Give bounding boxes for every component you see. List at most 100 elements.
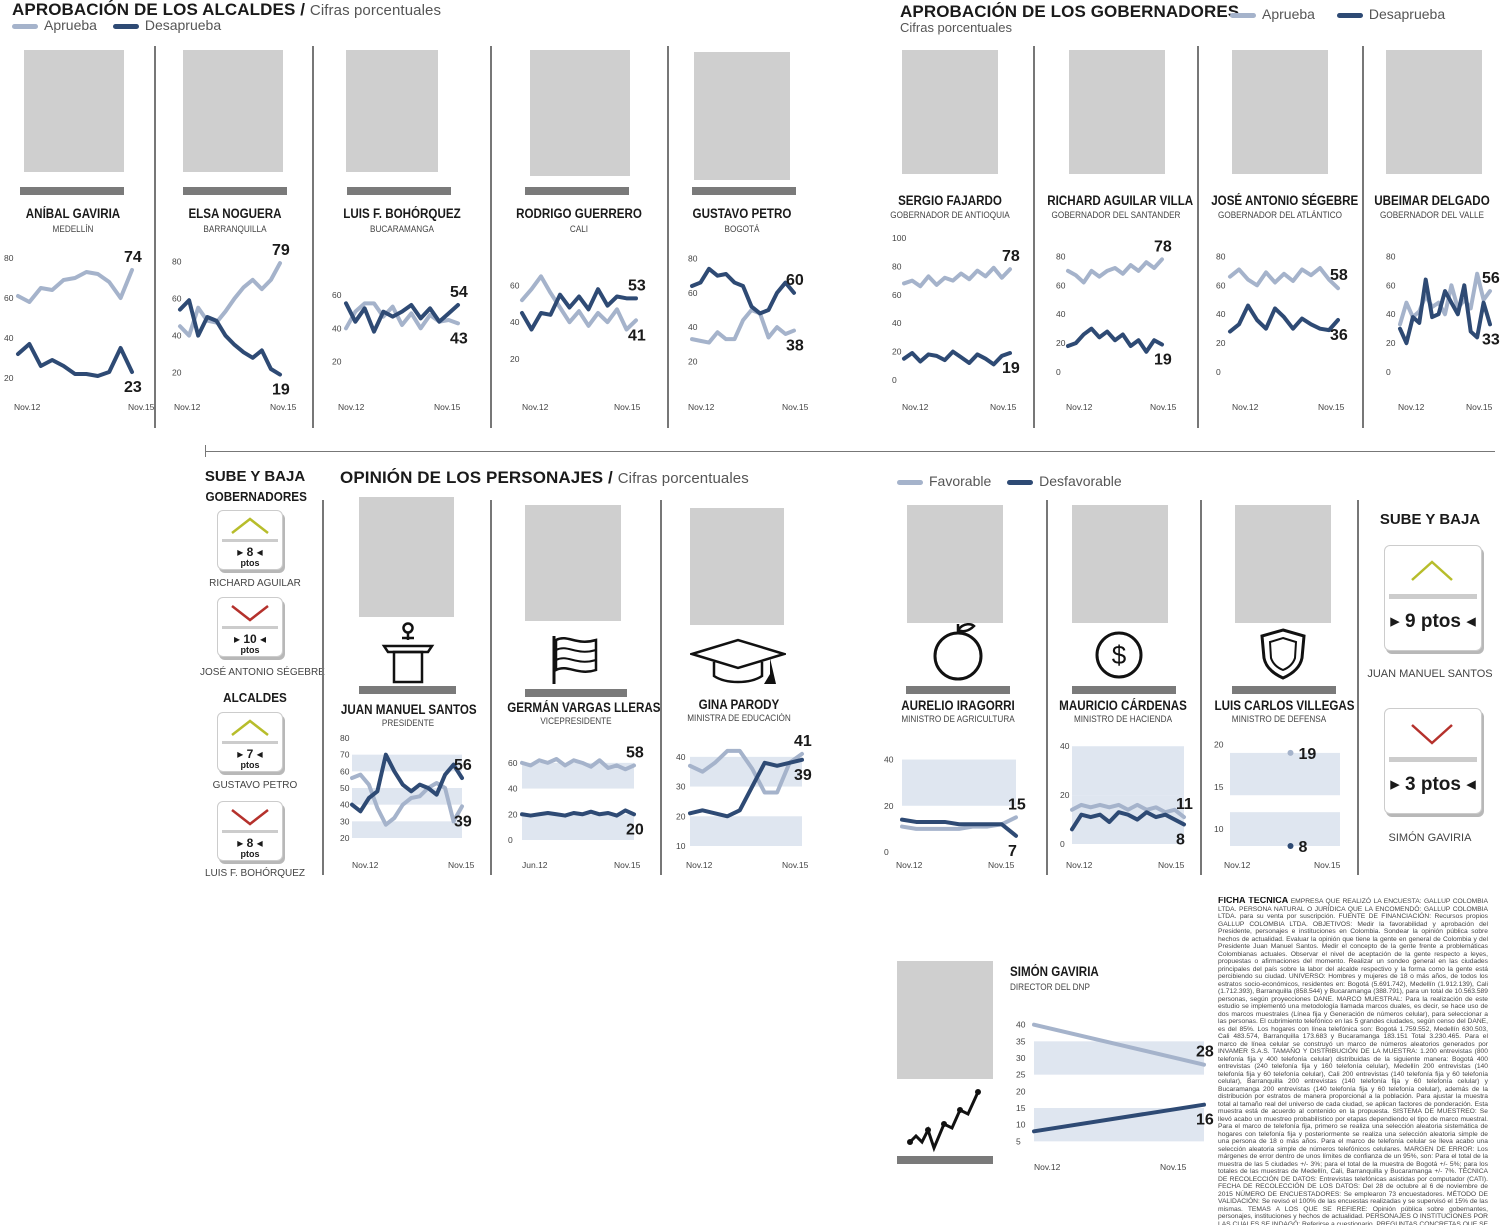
person-role: MINISTRA DE EDUCACIÓN — [687, 713, 791, 724]
x-start-label: Nov.12 — [1066, 860, 1093, 870]
section-divider-tick — [205, 445, 206, 457]
y-tick-label: 80 — [172, 256, 182, 266]
y-tick-label: 40 — [1060, 741, 1070, 751]
chart-band — [352, 821, 462, 838]
sube-baja-person: GUSTAVO PETRO — [212, 780, 298, 791]
person-name: GINA PARODY — [698, 697, 780, 712]
series-line-favorable — [902, 265, 1012, 289]
x-start-label: Nov.12 — [1066, 402, 1093, 412]
y-tick-label: 0 — [508, 835, 513, 845]
sube-baja-section-gobernadores: GOBERNADORES — [205, 489, 307, 504]
y-tick-label: 70 — [340, 750, 350, 760]
name-bar — [1072, 686, 1176, 694]
x-start-label: Nov.12 — [688, 402, 715, 412]
photo-sergio-fajardo — [902, 50, 998, 174]
person-role: GOBERNADOR DEL SANTANDER — [1051, 210, 1181, 221]
legend-swatch-desaprueba — [112, 23, 139, 29]
y-tick-label: 20 — [676, 811, 686, 821]
photo-anibal-gaviria — [24, 50, 124, 172]
sube-baja-right-title: SUBE Y BAJA — [1379, 511, 1481, 528]
x-end-label: Nov.15 — [1158, 860, 1185, 870]
y-tick-label: 60 — [508, 758, 518, 768]
y-tick-label: 20 — [172, 368, 182, 378]
legend-swatch-favorable — [897, 479, 923, 485]
x-start-label: Nov.12 — [1232, 402, 1259, 412]
person-name: MAURICIO CÁRDENAS — [1059, 698, 1187, 713]
x-end-label: Nov.15 — [128, 402, 155, 412]
y-tick-label: 50 — [340, 783, 350, 793]
end-value-high: 54 — [450, 284, 468, 301]
chart-band — [690, 756, 802, 787]
sube-baja-value: ▸ 3 ptos ◂ — [1390, 774, 1476, 795]
end-value-high: 41 — [794, 733, 812, 750]
end-value-low: 39 — [794, 767, 812, 784]
name-bar — [897, 1156, 993, 1164]
separator — [1033, 46, 1035, 428]
y-tick-label: 40 — [676, 752, 686, 762]
arrow-up-icon — [231, 719, 269, 736]
gobernadores-title: APROBACIÓN DE LOS GOBERNADORES — [900, 2, 1240, 21]
photo-simon-gaviria — [897, 961, 993, 1079]
y-tick-label: 40 — [1056, 309, 1066, 319]
sube-baja-section-alcaldes: ALCALDES — [223, 690, 287, 705]
series-line-desfavorable — [1066, 326, 1164, 354]
y-tick-label: 30 — [1016, 1053, 1026, 1063]
x-end-label: Nov.15 — [990, 402, 1017, 412]
sube-baja-person: JUAN MANUEL SANTOS — [1367, 668, 1493, 680]
chart-band — [1230, 752, 1340, 796]
alcaldes-title: APROBACIÓN DE LOS ALCALDES / Cifras porc… — [12, 0, 442, 19]
end-value-low: 38 — [786, 338, 804, 355]
separator — [490, 46, 492, 428]
y-tick-label: 25 — [1016, 1070, 1026, 1080]
end-value-high: 58 — [626, 744, 644, 761]
y-tick-label: 60 — [340, 766, 350, 776]
y-tick-label: 20 — [1056, 338, 1066, 348]
y-tick-label: 80 — [892, 261, 902, 271]
separator — [322, 500, 324, 875]
series-line-favorable — [1228, 266, 1340, 291]
end-value-high: 74 — [124, 249, 142, 266]
x-start-label: Nov.12 — [1398, 402, 1425, 412]
y-tick-label: 40 — [332, 323, 342, 333]
series-line-desfavorable — [1070, 810, 1186, 832]
y-tick-label: 20 — [1016, 1086, 1026, 1096]
card-divider — [1389, 594, 1477, 599]
arrow-down-icon — [231, 809, 269, 826]
y-tick-label: 60 — [892, 290, 902, 300]
y-tick-label: 20 — [1060, 790, 1070, 800]
y-tick-label: 0 — [892, 375, 897, 385]
y-tick-label: 20 — [688, 356, 698, 366]
separator — [1046, 500, 1048, 875]
sube-baja-card: ▸ 10 ◂ ptos — [217, 597, 283, 657]
x-end-label: Nov.15 — [448, 860, 475, 870]
personajes-legend: Favorable Desfavorable — [897, 473, 1122, 489]
sube-baja-unit: ptos — [240, 849, 260, 859]
arrow-up-icon — [231, 517, 269, 534]
person-role: MINISTRO DE DEFENSA — [1231, 714, 1327, 725]
x-start-label: Nov.12 — [686, 860, 713, 870]
y-tick-label: 100 — [892, 233, 906, 243]
separator — [660, 500, 662, 875]
y-tick-label: 0 — [1056, 367, 1061, 377]
person-name: SIMÓN GAVIRIA — [1010, 964, 1099, 979]
y-tick-label: 60 — [4, 293, 14, 303]
growth-chart-icon — [907, 1089, 981, 1153]
y-tick-label: 80 — [1216, 251, 1226, 261]
gobernadores-legend: Aprueba Desaprueba — [1230, 6, 1445, 22]
person-name: LUIS F. BOHÓRQUEZ — [343, 206, 461, 221]
x-start-label: Nov.12 — [522, 402, 549, 412]
end-value-low: 8 — [1176, 831, 1185, 848]
person-role: GOBERNADOR DEL ATLÁNTICO — [1218, 210, 1342, 221]
y-tick-label: 20 — [508, 809, 518, 819]
x-start-label: Nov.12 — [174, 402, 201, 412]
end-value-high: 53 — [628, 277, 646, 294]
person-name: SERGIO FAJARDO — [898, 193, 1002, 208]
y-tick-label: 10 — [1214, 824, 1224, 834]
sube-baja-unit: ptos — [240, 645, 260, 655]
y-tick-label: 20 — [892, 347, 902, 357]
separator — [1200, 500, 1202, 875]
separator — [490, 500, 492, 875]
y-tick-label: 0 — [1216, 367, 1221, 377]
end-value-high: 78 — [1154, 238, 1172, 255]
y-tick-label: 0 — [1386, 367, 1391, 377]
